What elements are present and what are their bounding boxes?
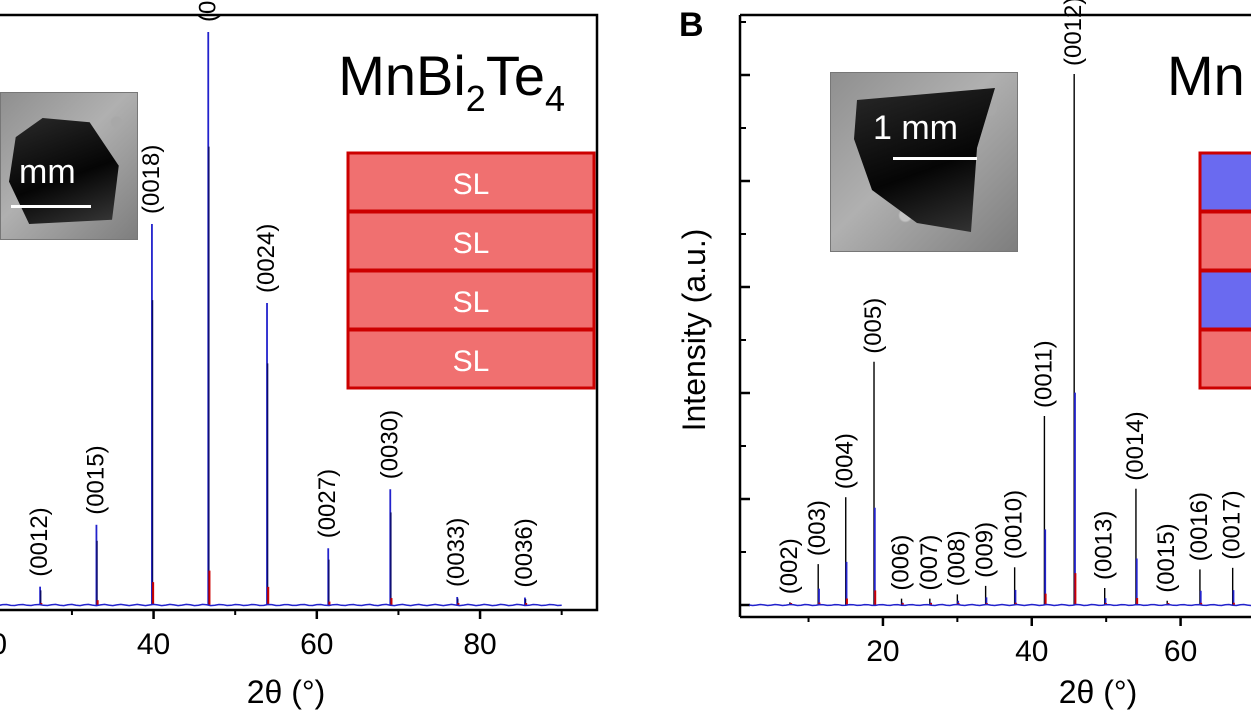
layer-label-3: SL [453,286,490,319]
peak-label: (004) [832,433,859,489]
peak-label: (0036) [511,518,538,587]
x-tick-label: 60 [300,628,333,661]
peak-label: (0012) [26,507,53,576]
panel-a: 20406080 (0009)(0012)(0015)(0018)(0021)(… [0,0,599,710]
scale-bar-a [11,205,91,208]
peak-label: (006) [888,535,915,591]
x-tick-label: 40 [1015,635,1048,668]
peak-label: (003) [804,500,831,556]
y-axis-ticks-b [740,21,750,607]
peak-label: (009) [972,522,999,578]
scale-bar-b [893,157,977,160]
panel-b: B 20 40 60 (002)(003)(004)(005)(006) (007)(… [676,0,1251,710]
peak-label: (008) [943,530,970,586]
layer-stack-a: SL SL SL SL [346,151,596,390]
x-axis-label-b: 2θ (°) [1059,674,1138,710]
peak-label: (0014) [1122,411,1149,480]
x-axis-label-a: 2θ (°) [247,674,326,710]
compound-label-a: MnBi2Te4 [338,44,565,119]
compound-label-b: Mn [1167,44,1245,107]
peak-label: (0024) [253,224,280,293]
peak-label: (0013) [1091,511,1118,580]
layer-stack-b [1198,151,1251,390]
scale-text-b: 1 mm [873,109,958,147]
x-axis-b: 20 40 60 [807,617,1197,668]
x-tick-label: 20 [866,635,899,668]
peak-label: (007) [916,535,943,591]
peak-label: (0010) [1001,490,1028,559]
peak-label: (005) [860,298,887,354]
peak-label: (0011) [1030,340,1057,408]
peak-label: (002) [776,538,803,594]
x-axis-a: 20 40 60 80 [0,610,563,661]
peak-label: (0012) [1060,0,1087,66]
peak-label: (0015) [82,445,109,514]
y-axis-label-b: Intensity (a.u.) [676,229,712,432]
layer-block-b1 [1198,151,1251,213]
peak-labels-b: (002)(003)(004) (005) (006) (007) (008) (009)… [776,0,1246,594]
x-tick-label: 40 [137,628,170,661]
peak-label: (0017) [1219,490,1246,559]
x-tick-label: 80 [463,628,496,661]
peak-label: (0033) [443,518,470,587]
peak-label: (0021) [194,0,221,22]
layer-block-b2 [1198,210,1251,272]
peak-label: (0030) [376,410,403,479]
layer-label-1: SL [453,168,490,201]
peak-label: (0018) [138,145,165,214]
layer-block-b3 [1198,269,1251,331]
x-tick-label: 20 [0,628,7,661]
baseline-b [748,603,1251,607]
layer-label-2: SL [453,227,490,260]
crystal-photo-b: 1 mm [830,72,1018,252]
panel-label-b: B [679,6,704,44]
peak-label: (0027) [314,469,341,538]
peaks-a [39,32,528,605]
peak-labels-a: (0009)(0012)(0015)(0018)(0021)(0024)(002… [26,0,538,588]
plot-frame-a [0,13,599,612]
layer-block-b4 [1198,328,1251,390]
crystal-photo-a: mm [0,92,138,240]
peak-label: (0015) [1153,523,1180,592]
x-tick-label: 60 [1164,635,1197,668]
peak-label: (0016) [1186,492,1213,561]
scale-text-a: mm [19,153,76,191]
layer-label-4: SL [453,345,490,378]
layer-block-4 [346,328,596,390]
baseline-a [0,603,562,607]
